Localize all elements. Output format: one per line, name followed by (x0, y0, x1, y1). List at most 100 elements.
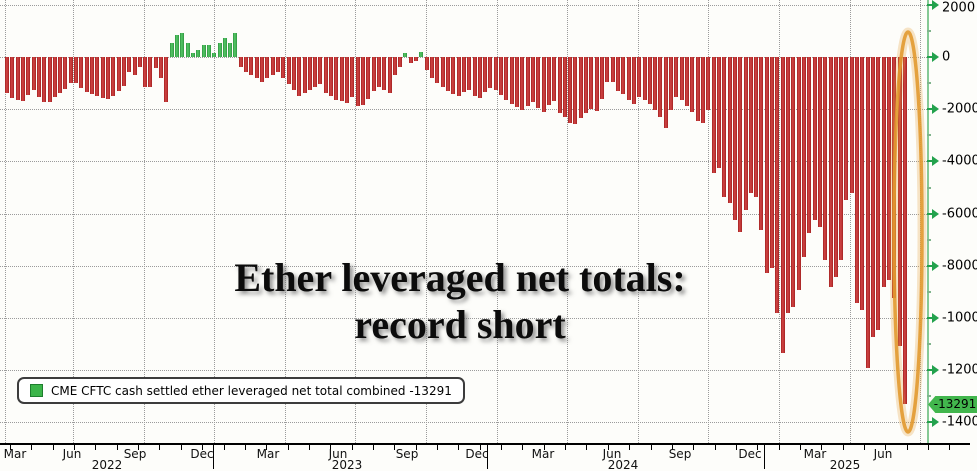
data-bar (238, 57, 243, 68)
data-bar (738, 57, 743, 232)
v-gridline (143, 0, 145, 443)
x-tick (415, 445, 417, 450)
data-bar (297, 57, 302, 97)
x-tick (885, 445, 887, 450)
h-gridline (0, 213, 927, 215)
data-bar (690, 57, 695, 112)
data-bar (669, 57, 674, 110)
data-bar (350, 57, 355, 98)
data-bar (451, 57, 456, 95)
x-tick (266, 445, 268, 450)
data-bar (674, 57, 679, 97)
x-tick (565, 445, 567, 450)
data-bar (546, 57, 551, 106)
x-tick (650, 445, 652, 450)
data-bar (15, 57, 20, 101)
data-bar (642, 57, 647, 101)
data-bar (302, 57, 307, 94)
v-gridline (426, 0, 427, 443)
data-bar (488, 57, 493, 89)
data-bar (557, 57, 562, 114)
data-bar (600, 57, 605, 99)
x-tick (799, 445, 801, 450)
data-bar (472, 57, 477, 96)
y-tick-arrow-icon (932, 417, 944, 428)
data-bar (430, 57, 435, 78)
v-gridline (849, 0, 851, 443)
data-bar (584, 57, 589, 114)
data-bar (323, 57, 328, 94)
y-tick-arrow-icon (932, 52, 944, 62)
x-tick (372, 445, 374, 450)
data-bar (653, 57, 658, 110)
data-bar (844, 57, 849, 201)
data-bar (520, 57, 525, 110)
data-bar (743, 57, 748, 210)
chart-title-line2: record short (354, 302, 566, 347)
h-gridline (0, 161, 927, 163)
data-bar (855, 57, 860, 303)
x-month-label: Sep (123, 447, 147, 461)
data-bar (318, 57, 323, 85)
x-tick (501, 445, 503, 450)
data-bar (701, 57, 705, 124)
x-tick (778, 445, 780, 450)
y-tick-arrow-icon (932, 365, 944, 376)
data-bar (562, 57, 567, 118)
data-bar (100, 57, 105, 98)
data-bar (58, 57, 63, 94)
data-bar (382, 57, 387, 91)
y-tick (927, 160, 933, 163)
data-bar (706, 57, 711, 110)
data-bar (536, 57, 541, 108)
y-minor-tick (927, 82, 931, 85)
v-gridline (637, 0, 639, 443)
y-minor-tick (927, 343, 931, 346)
data-bar (281, 57, 286, 79)
y-tick-label: -10000 (942, 310, 977, 326)
x-tick (116, 445, 118, 450)
y-tick-arrow-icon (932, 260, 944, 271)
v-gridline (779, 0, 780, 443)
x-tick (223, 445, 225, 450)
data-bar (504, 57, 509, 101)
data-bar (578, 57, 583, 119)
x-axis-line (0, 443, 970, 445)
data-bar (631, 57, 636, 104)
data-bar (791, 57, 796, 307)
y-tick-label: -8000 (942, 258, 977, 274)
x-tick (180, 445, 182, 450)
y-tick-label: -4000 (942, 153, 977, 169)
data-bar (355, 57, 360, 107)
data-bar (647, 57, 652, 104)
data-bar (20, 57, 25, 101)
x-year-label: 2022 (91, 458, 123, 471)
data-bar (286, 57, 291, 85)
x-month-label: Sep (395, 447, 419, 461)
y-minor-tick (927, 29, 931, 32)
data-bar (254, 57, 259, 79)
data-bar (871, 57, 876, 337)
data-bar (68, 57, 73, 84)
h-gridline (0, 370, 927, 372)
x-tick (351, 445, 353, 450)
data-bar (493, 57, 498, 91)
y-tick (927, 212, 933, 215)
y-tick-arrow-icon (932, 0, 944, 10)
data-bar (105, 57, 110, 100)
v-gridline (284, 0, 286, 443)
data-bar (685, 57, 690, 107)
last-value-tag: -13291 (928, 396, 977, 413)
data-bar (615, 57, 620, 91)
data-bar (440, 57, 445, 87)
data-bar (754, 57, 759, 197)
legend: CME CFTC cash settled ether leveraged ne… (17, 377, 465, 404)
data-bar (610, 57, 615, 83)
data-bar (244, 57, 249, 72)
data-bar (159, 57, 164, 78)
x-tick (95, 445, 97, 450)
data-bar (84, 57, 89, 92)
h-gridline (0, 4, 927, 6)
x-tick (394, 445, 396, 450)
